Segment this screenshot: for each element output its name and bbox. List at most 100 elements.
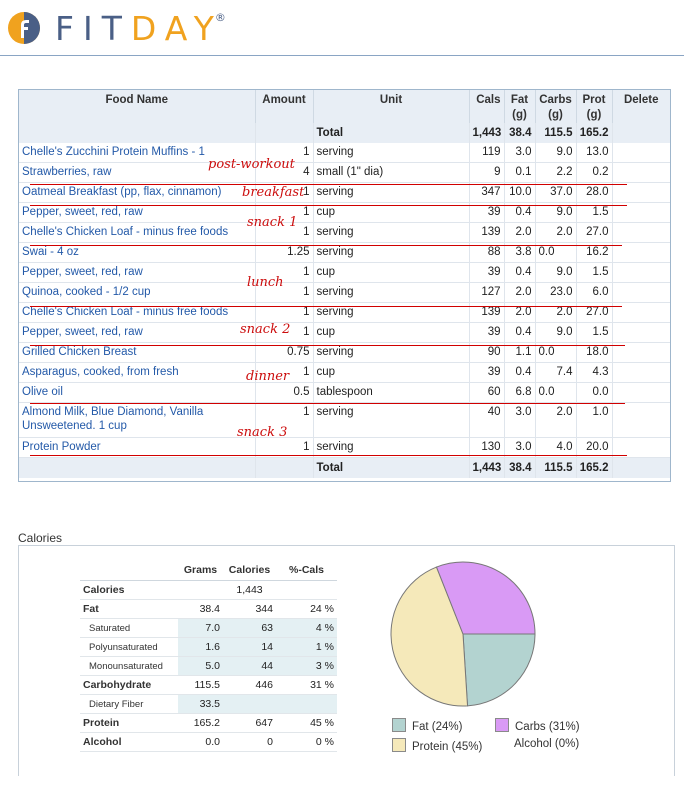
food-unit[interactable]: cup (313, 322, 470, 343)
food-row: Oatmeal Breakfast (pp, flax, cinnamon) 1 s… (19, 182, 670, 203)
food-unit[interactable]: cup (313, 202, 470, 223)
food-amount[interactable]: 1 (255, 262, 314, 283)
col-amount[interactable]: Amount (255, 90, 314, 123)
nutrition-grams: 7.0 (178, 618, 223, 638)
total-cals: 1,443 (469, 123, 505, 143)
food-unit[interactable]: serving (313, 242, 470, 263)
nutrition-row: Carbohydrate 115.5 446 31 % (80, 675, 337, 695)
food-name-link[interactable]: Chelle's Chicken Loaf - minus free foods (19, 302, 256, 323)
col-unit[interactable]: Unit (313, 90, 470, 123)
food-amount[interactable]: 1 (255, 222, 314, 243)
food-name-link[interactable]: Quinoa, cooked - 1/2 cup (19, 282, 256, 303)
food-row: Swai - 4 oz 1.25 serving 88 3.8 0.0 16.2 (19, 242, 670, 263)
food-fat: 3.0 (504, 437, 536, 458)
food-delete-cell[interactable] (612, 222, 670, 243)
food-delete-cell[interactable] (612, 402, 670, 438)
food-unit[interactable]: tablespoon (313, 382, 470, 403)
fitday-logo-icon (8, 12, 40, 44)
food-amount[interactable]: 0.5 (255, 382, 314, 403)
food-fat: 0.4 (504, 262, 536, 283)
nutrition-row: Monounsaturated 5.0 44 3 % (80, 656, 337, 676)
food-amount[interactable]: 1 (255, 402, 314, 438)
col-prot[interactable]: Prot (g) (576, 90, 613, 123)
calories-panel: Grams Calories %-Cals Calories 1,443 Fat 38… (18, 545, 675, 776)
food-unit[interactable]: small (1" dia) (313, 162, 470, 183)
food-delete-cell[interactable] (612, 362, 670, 383)
food-fat: 3.8 (504, 242, 536, 263)
food-unit[interactable]: serving (313, 302, 470, 323)
food-name-link[interactable]: Chelle's Chicken Loaf - minus free foods (19, 222, 256, 243)
food-amount[interactable]: 1 (255, 182, 314, 203)
food-name-link[interactable]: Olive oil (19, 382, 256, 403)
food-name-link[interactable]: Oatmeal Breakfast (pp, flax, cinnamon) (19, 182, 256, 203)
food-name-link[interactable]: Asparagus, cooked, from fresh (19, 362, 256, 383)
food-delete-cell[interactable] (612, 262, 670, 283)
food-cals: 39 (469, 322, 505, 343)
food-unit[interactable]: serving (313, 437, 470, 458)
food-unit[interactable]: serving (313, 222, 470, 243)
food-name-link[interactable]: Pepper, sweet, red, raw (19, 262, 256, 283)
food-delete-cell[interactable] (612, 143, 670, 163)
food-amount[interactable]: 1.25 (255, 242, 314, 263)
food-amount[interactable]: 1 (255, 437, 314, 458)
nutrition-grams: 5.0 (178, 656, 223, 676)
food-delete-cell[interactable] (612, 182, 670, 203)
food-unit[interactable]: serving (313, 402, 470, 438)
food-amount[interactable]: 1 (255, 322, 314, 343)
food-delete-cell[interactable] (612, 322, 670, 343)
nutrition-label: Protein (80, 713, 178, 733)
food-delete-cell[interactable] (612, 382, 670, 403)
food-row: Grilled Chicken Breast 0.75 serving 90 1.1 0.… (19, 342, 670, 363)
food-name-link[interactable]: Grilled Chicken Breast (19, 342, 256, 363)
food-amount[interactable]: 1 (255, 302, 314, 323)
col-cals[interactable]: Cals (469, 90, 505, 123)
food-name-link[interactable]: Protein Powder (19, 437, 256, 458)
food-cals: 139 (469, 222, 505, 243)
food-carbs: 9.0 (535, 322, 577, 343)
food-fat: 3.0 (504, 143, 536, 163)
food-amount[interactable]: 0.75 (255, 342, 314, 363)
food-amount[interactable]: 1 (255, 282, 314, 303)
food-amount[interactable]: 1 (255, 143, 314, 163)
food-name-link[interactable]: Almond Milk, Blue Diamond, Vanilla Unswe… (19, 402, 256, 438)
nutrition-label: Monounsaturated (80, 656, 178, 676)
col-food-name[interactable]: Food Name (19, 90, 256, 123)
nutrition-calories: 1,443 (223, 580, 276, 600)
food-delete-cell[interactable] (612, 302, 670, 323)
food-unit[interactable]: serving (313, 282, 470, 303)
nutrition-row: Dietary Fiber 33.5 (80, 694, 337, 714)
food-delete-cell[interactable] (612, 162, 670, 183)
col-carbs[interactable]: Carbs (g) (535, 90, 577, 123)
food-delete-cell[interactable] (612, 437, 670, 458)
food-delete-cell[interactable] (612, 282, 670, 303)
food-name-link[interactable]: Chelle's Zucchini Protein Muffins - 1 (19, 143, 256, 163)
annotation-snack-2: snack 2 (240, 322, 291, 337)
food-prot: 1.0 (576, 402, 613, 438)
food-amount[interactable]: 4 (255, 162, 314, 183)
food-delete-cell[interactable] (612, 202, 670, 223)
food-name-link[interactable]: Pepper, sweet, red, raw (19, 322, 256, 343)
food-cals: 40 (469, 402, 505, 438)
nutrition-label: Saturated (80, 618, 178, 638)
food-amount[interactable]: 1 (255, 202, 314, 223)
total-carbs: 115.5 (535, 457, 577, 478)
food-prot: 27.0 (576, 302, 613, 323)
food-unit[interactable]: cup (313, 262, 470, 283)
food-name-link[interactable]: Pepper, sweet, red, raw (19, 202, 256, 223)
col-fat[interactable]: Fat (g) (504, 90, 536, 123)
nutrition-pct: 1 % (276, 637, 337, 657)
food-unit[interactable]: serving (313, 342, 470, 363)
nutrition-calories: 63 (223, 618, 276, 638)
food-unit[interactable]: cup (313, 362, 470, 383)
fitday-logo[interactable]: FITDAY® (7, 8, 226, 48)
food-carbs: 7.4 (535, 362, 577, 383)
nutrition-row: Polyunsaturated 1.6 14 1 % (80, 637, 337, 657)
food-name-link[interactable]: Swai - 4 oz (19, 242, 256, 263)
food-delete-cell[interactable] (612, 242, 670, 263)
food-unit[interactable]: serving (313, 143, 470, 163)
food-delete-cell[interactable] (612, 342, 670, 363)
food-unit[interactable]: serving (313, 182, 470, 203)
food-name-link[interactable]: Strawberries, raw (19, 162, 256, 183)
food-row: Pepper, sweet, red, raw 1 cup 39 0.4 9.0 1.5 (19, 202, 670, 223)
food-amount[interactable]: 1 (255, 362, 314, 383)
